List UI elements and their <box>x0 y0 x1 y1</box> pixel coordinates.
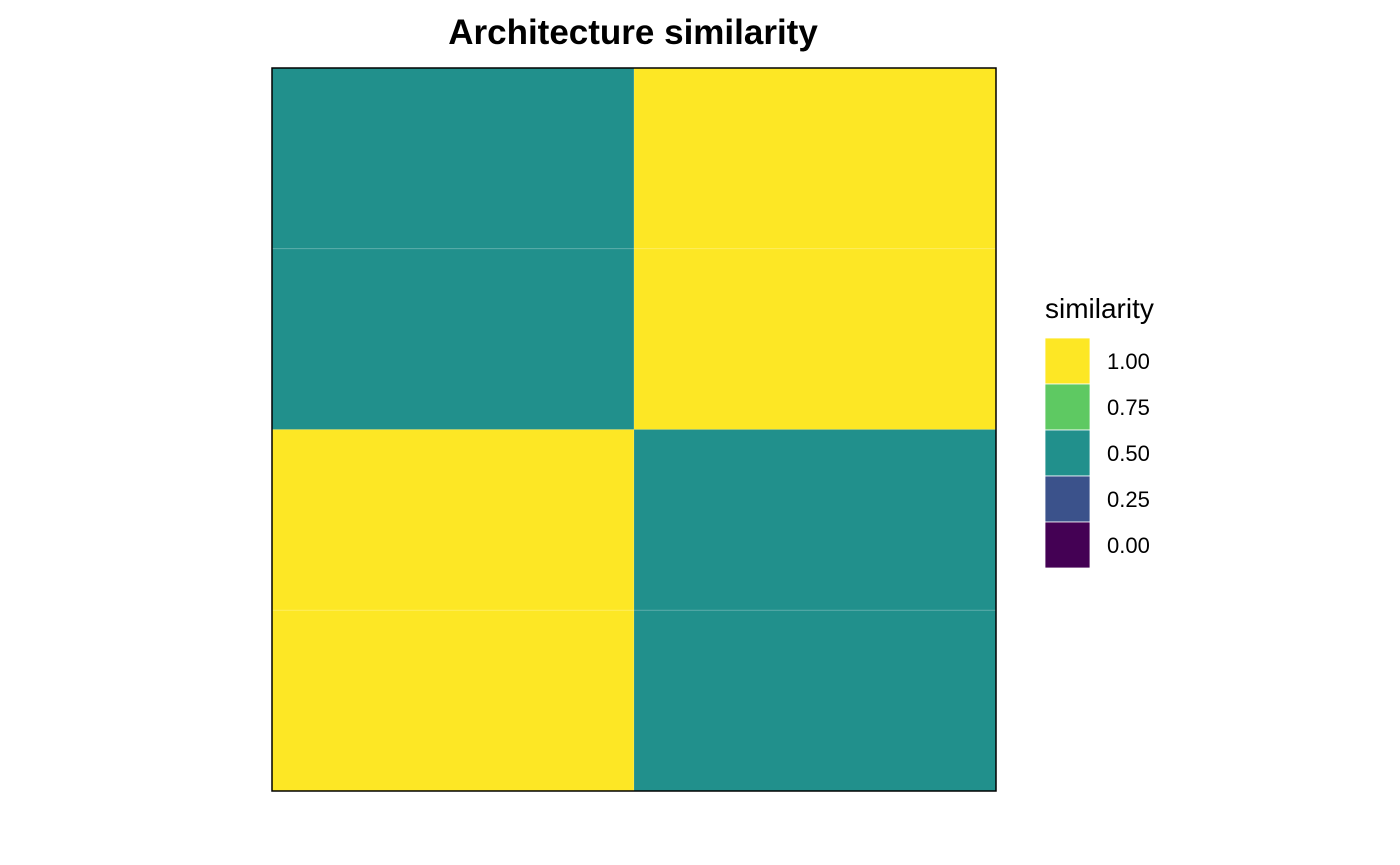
legend-key-0-00 <box>1044 521 1091 569</box>
legend-label-0-75: 0.75 <box>1107 395 1150 420</box>
legend-key-0-75 <box>1044 383 1091 431</box>
legend-label-0-50: 0.50 <box>1107 441 1150 466</box>
legend-keys: 1.00 0.75 0.50 0.25 0.00 <box>1044 337 1150 569</box>
heatmap-cell-r1-c1 <box>271 67 635 250</box>
heatmap-cell-r4-c2 <box>633 609 997 792</box>
chart-title: Architecture similarity <box>448 13 818 52</box>
legend-key-0-50 <box>1044 429 1091 477</box>
legend-label-1-00: 1.00 <box>1107 349 1150 374</box>
heatmap-cell-r2-c2 <box>633 248 997 430</box>
legend-label-0-25: 0.25 <box>1107 487 1150 512</box>
heatmap-cell-r4-c1 <box>271 609 635 792</box>
legend-key-0-25 <box>1044 475 1091 523</box>
legend-title: similarity <box>1045 293 1154 324</box>
heatmap-cell-r1-c2 <box>633 67 997 250</box>
panel-border <box>271 67 997 792</box>
legend-key-1-00 <box>1044 337 1091 385</box>
heatmap-cell-r2-c1 <box>271 248 635 430</box>
heatmap-cell-r3-c2 <box>633 429 997 611</box>
heatmap-cells <box>271 67 997 792</box>
heatmap-cell-r3-c1 <box>271 429 635 611</box>
legend-label-0-00: 0.00 <box>1107 533 1150 558</box>
legend: similarity 1.00 0.75 0.50 0.25 0.00 <box>1044 293 1154 569</box>
